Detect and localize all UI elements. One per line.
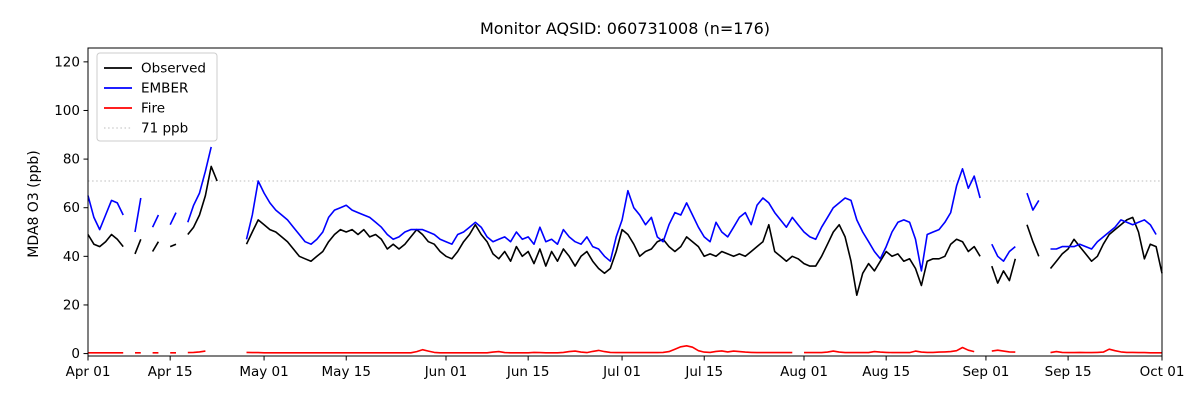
legend-label: Observed [141,61,206,77]
legend-label: EMBER [141,81,188,97]
x-tick-label: Sep 01 [962,364,1009,380]
x-tick-label: Apr 15 [148,364,193,380]
y-tick-label: 0 [71,346,80,362]
y-tick-label: 100 [54,103,80,119]
legend-entry: 71 ppb [104,121,188,137]
x-tick-label: Aug 15 [862,364,910,380]
legend-label: 71 ppb [141,121,188,137]
x-tick-label: Oct 01 [1140,364,1185,380]
y-tick-label: 80 [63,152,80,168]
legend-entry: Fire [104,101,165,117]
x-tick-label: Apr 01 [66,364,111,380]
x-tick-label: Sep 15 [1045,364,1092,380]
x-tick-label: Jul 15 [684,364,723,380]
x-tick-label: Aug 01 [780,364,828,380]
y-tick-label: 20 [63,297,80,313]
legend: Observed EMBER Fire 71 ppb [96,52,218,142]
x-tick-label: May 15 [322,364,371,380]
x-tick-label: Jul 01 [602,364,641,380]
y-tick-label: 120 [54,54,80,70]
x-tick-label: Jun 01 [424,364,468,380]
x-tick-label: May 01 [239,364,288,380]
series-line-observed [87,165,1163,296]
series-line-fire [88,345,1162,354]
y-tick-label: 40 [63,249,80,265]
legend-label: Fire [141,101,165,117]
legend-frame [96,52,218,142]
y-axis-label: MDA8 O3 (ppb) [26,150,42,258]
plot-area: 0 20 40 60 80 100 120 Apr 01 Apr 15 May 01 May 15 J… [54,47,1185,380]
x-tick-label: Jun 15 [506,364,550,380]
chart-title: Monitor AQSID: 060731008 (n=176) [480,19,770,38]
legend-entry: Observed [104,61,206,77]
y-tick-label: 60 [63,200,80,216]
series-line-ember [87,146,1157,272]
legend-entry: EMBER [104,81,188,97]
axes-frame [87,47,1163,357]
